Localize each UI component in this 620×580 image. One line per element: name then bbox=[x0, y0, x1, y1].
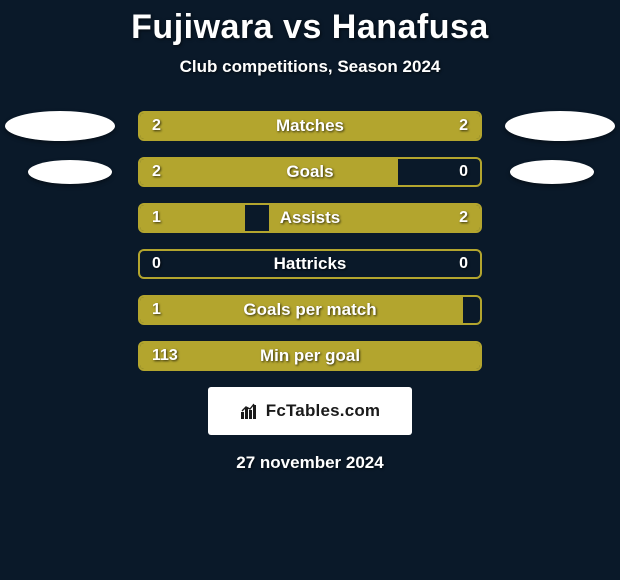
subtitle: Club competitions, Season 2024 bbox=[0, 57, 620, 77]
stat-bar: Min per goal113 bbox=[138, 341, 482, 371]
brand-label: FcTables.com bbox=[240, 401, 381, 421]
stat-value-right: 0 bbox=[459, 255, 468, 273]
stat-fill-left bbox=[140, 343, 480, 369]
team-badge-left bbox=[5, 111, 115, 141]
date-label: 27 november 2024 bbox=[0, 453, 620, 473]
stat-value-right: 0 bbox=[459, 163, 468, 181]
stat-fill-left bbox=[140, 159, 398, 185]
team-badge-right bbox=[510, 160, 594, 184]
stat-fill-left bbox=[140, 205, 245, 231]
brand-text: FcTables.com bbox=[266, 401, 381, 421]
comparison-widget: Fujiwara vs Hanafusa Club competitions, … bbox=[0, 0, 620, 473]
brand-badge: FcTables.com bbox=[208, 387, 412, 435]
stat-row: Goals per match1 bbox=[0, 295, 620, 325]
stat-fill-left bbox=[140, 297, 463, 323]
stat-value-left: 0 bbox=[152, 255, 161, 273]
page-title: Fujiwara vs Hanafusa bbox=[0, 8, 620, 47]
stat-row: Hattricks0 0 bbox=[0, 249, 620, 279]
stat-bar: Goals per match1 bbox=[138, 295, 482, 325]
stat-fill-right bbox=[310, 113, 480, 139]
stat-bar: Goals20 bbox=[138, 157, 482, 187]
stat-rows: Matches22Goals20Assists12Hattricks00Goal… bbox=[0, 111, 620, 371]
team-badge-left bbox=[28, 160, 112, 184]
stat-row: Assists12 bbox=[0, 203, 620, 233]
stat-row: Min per goal113 bbox=[0, 341, 620, 371]
bar-chart-icon bbox=[240, 402, 262, 420]
stat-fill-right bbox=[269, 205, 480, 231]
stat-fill-left bbox=[140, 113, 310, 139]
stat-bar: Assists12 bbox=[138, 203, 482, 233]
team-badge-right bbox=[505, 111, 615, 141]
stat-bar: Matches22 bbox=[138, 111, 482, 141]
stat-label: Hattricks bbox=[140, 254, 480, 274]
stat-bar: Hattricks0 0 bbox=[138, 249, 482, 279]
